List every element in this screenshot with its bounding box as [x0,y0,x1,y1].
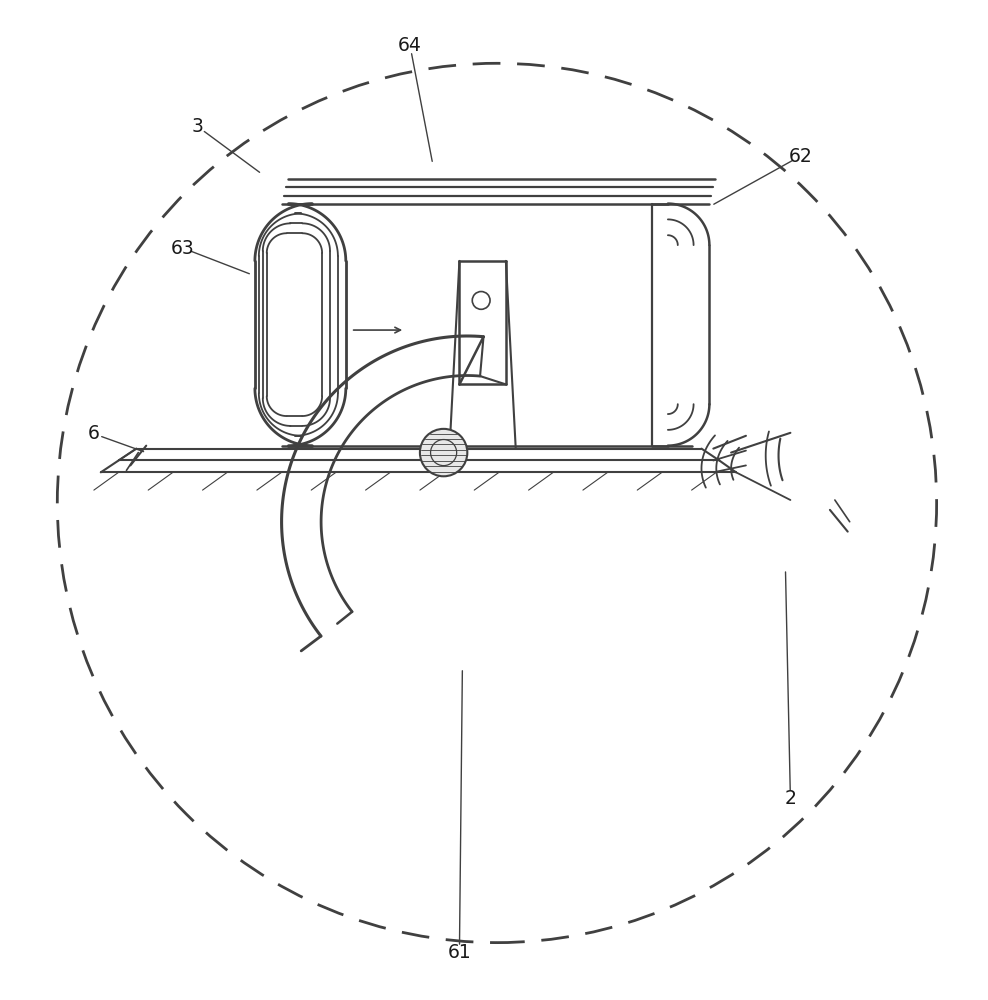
Text: 62: 62 [788,147,812,166]
Text: 2: 2 [784,789,796,808]
Text: 63: 63 [171,239,195,258]
Text: 6: 6 [88,424,100,443]
Text: 64: 64 [398,36,422,55]
Text: 61: 61 [448,943,471,962]
Circle shape [420,429,467,476]
Text: 3: 3 [192,117,204,136]
